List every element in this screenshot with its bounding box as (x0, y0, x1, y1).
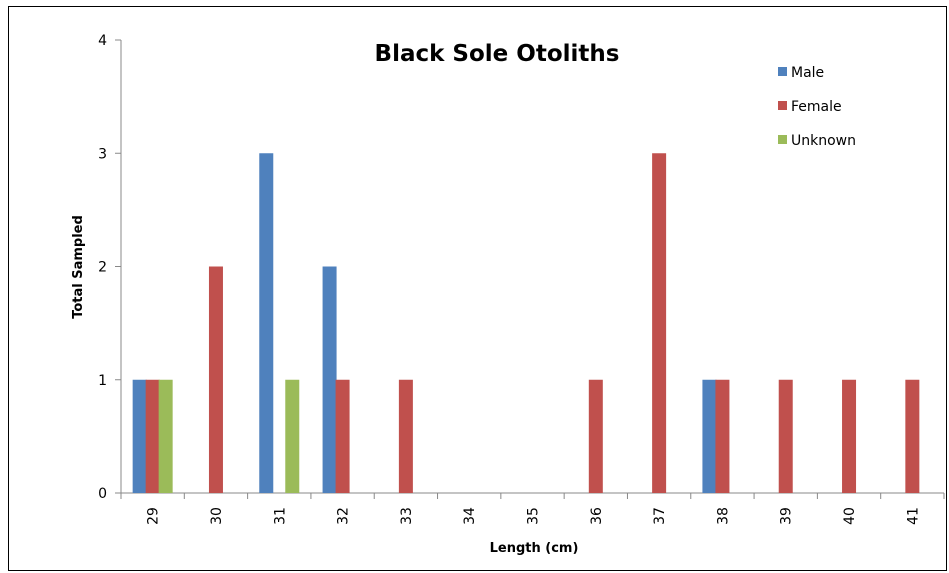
x-tick-label: 38 (715, 507, 731, 525)
bars (132, 153, 920, 493)
chart-frame: Black Sole Otoliths Total Sampled Length… (8, 6, 947, 571)
bar-male-31 (259, 153, 274, 493)
bar-female-30 (208, 266, 223, 493)
bar-female-36 (588, 379, 603, 493)
bar-female-41 (905, 379, 920, 493)
x-tick-label: 30 (209, 507, 225, 525)
x-axis: 29 30 31 32 33 34 35 36 37 38 39 40 41 (120, 492, 945, 525)
bar-male-29 (132, 379, 147, 493)
bar-female-40 (842, 379, 857, 493)
y-tick-label: 1 (98, 373, 107, 389)
bar-female-39 (778, 379, 793, 493)
y-axis: 0 1 2 3 4 (98, 33, 122, 502)
y-tick-label: 0 (98, 486, 107, 502)
bar-female-37 (652, 153, 667, 493)
bar-female-29 (145, 379, 160, 493)
x-tick-label: 34 (462, 507, 478, 525)
legend-label-male: Male (791, 65, 824, 81)
bar-female-33 (398, 379, 413, 493)
y-axis-title: Total Sampled (71, 215, 86, 319)
bar-unknown-31 (285, 379, 300, 493)
y-tick-label: 2 (98, 260, 107, 276)
legend: Male Female Unknown (778, 65, 856, 149)
x-tick-label: 37 (652, 507, 668, 525)
bar-male-38 (702, 379, 717, 493)
chart-title: Black Sole Otoliths (375, 41, 620, 67)
x-axis-title: Length (cm) (490, 541, 579, 556)
x-tick-label: 41 (905, 507, 921, 525)
x-tick-label: 33 (399, 507, 415, 525)
chart-svg: Black Sole Otoliths Total Sampled Length… (71, 33, 945, 556)
bar-female-38 (715, 379, 730, 493)
x-tick-label: 35 (526, 507, 542, 525)
bar-unknown-29 (158, 379, 173, 493)
legend-swatch-unknown (778, 135, 787, 144)
bar-male-32 (322, 266, 337, 493)
x-tick-label: 39 (779, 507, 795, 525)
x-tick-label: 29 (146, 507, 162, 525)
x-tick-label: 40 (842, 507, 858, 525)
x-tick-label: 36 (589, 507, 605, 525)
bar-female-32 (335, 379, 350, 493)
legend-label-unknown: Unknown (791, 133, 856, 149)
legend-swatch-male (778, 67, 787, 76)
x-tick-label: 31 (272, 507, 288, 525)
y-tick-label: 4 (98, 33, 107, 49)
y-tick-label: 3 (98, 146, 107, 162)
x-tick-label: 32 (336, 507, 352, 525)
legend-label-female: Female (791, 99, 842, 115)
legend-swatch-female (778, 101, 787, 110)
